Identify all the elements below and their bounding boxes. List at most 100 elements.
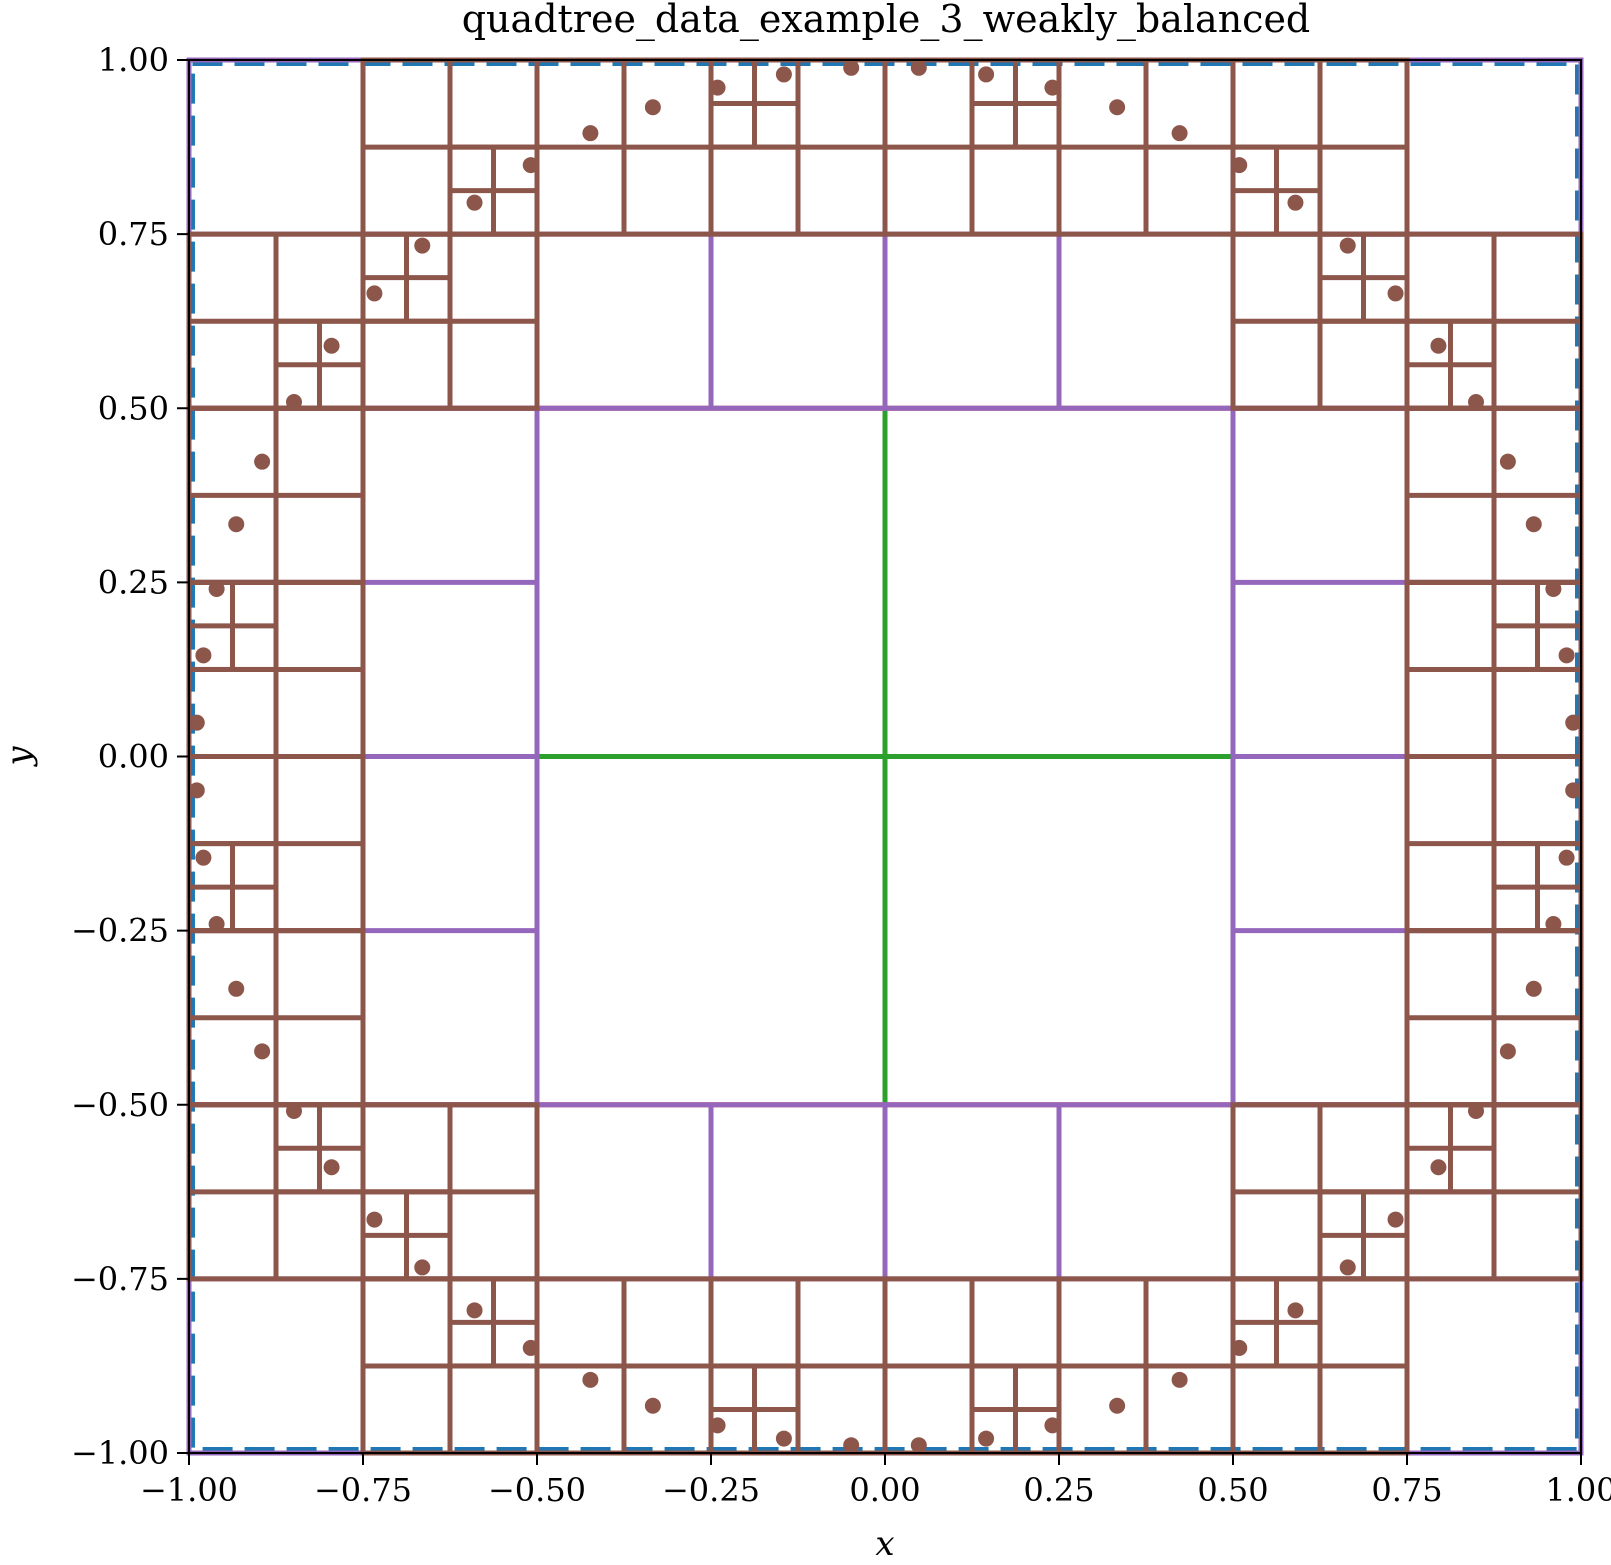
- data-point: [1565, 714, 1582, 731]
- cell-border-level-5: [447, 144, 540, 237]
- data-point: [1044, 79, 1061, 96]
- data-point: [1545, 916, 1562, 933]
- data-point: [1430, 337, 1447, 354]
- cell-border-level-5: [273, 1102, 366, 1195]
- data-point: [843, 59, 860, 76]
- data-point: [414, 237, 431, 254]
- data-point: [254, 453, 271, 470]
- cell-border-level-5: [1230, 144, 1323, 237]
- data-points: [188, 59, 1582, 1454]
- x-tick-label: 1.00: [1545, 1471, 1611, 1509]
- y-tick-label: −1.00: [71, 1434, 169, 1472]
- data-point: [1171, 125, 1188, 142]
- data-point: [775, 66, 792, 83]
- chart-title: quadtree_data_example_3_weakly_balanced: [462, 0, 1311, 42]
- data-point: [1558, 849, 1575, 866]
- data-point: [843, 1437, 860, 1454]
- y-tick-label: 0.00: [98, 738, 169, 776]
- y-tick-label: 0.50: [98, 389, 169, 427]
- cell-border-level-5: [447, 1276, 540, 1369]
- y-tick-label: −0.25: [71, 912, 169, 950]
- data-point: [1287, 1302, 1304, 1319]
- data-point: [522, 1339, 539, 1356]
- data-point: [709, 79, 726, 96]
- x-tick-label: −0.75: [314, 1471, 412, 1509]
- data-point: [775, 1430, 792, 1447]
- data-point: [208, 580, 225, 597]
- x-tick-label: −0.50: [488, 1471, 586, 1509]
- data-point: [1231, 157, 1248, 174]
- data-point: [285, 394, 302, 411]
- x-tick-label: −1.00: [140, 1471, 238, 1509]
- data-point: [1109, 99, 1126, 116]
- y-axis-label: y: [0, 746, 39, 768]
- x-tick-label: 0.50: [1197, 1471, 1268, 1509]
- y-tick-label: 0.75: [98, 215, 169, 253]
- data-point: [910, 1437, 927, 1454]
- data-point: [1387, 285, 1404, 302]
- data-point: [1171, 1371, 1188, 1388]
- y-tick-label: −0.50: [71, 1086, 169, 1124]
- data-point: [1339, 1259, 1356, 1276]
- x-tick-label: 0.00: [849, 1471, 920, 1509]
- data-point: [1545, 580, 1562, 597]
- data-point: [1525, 516, 1542, 533]
- data-point: [1339, 237, 1356, 254]
- y-tick-label: 0.25: [98, 563, 169, 601]
- data-point: [522, 157, 539, 174]
- cell-border-level-5: [360, 1189, 453, 1282]
- data-point: [366, 285, 383, 302]
- data-point: [414, 1259, 431, 1276]
- data-point: [644, 1397, 661, 1414]
- cell-border-level-5: [1317, 231, 1410, 324]
- data-point: [709, 1417, 726, 1434]
- data-point: [1231, 1339, 1248, 1356]
- data-point: [323, 337, 340, 354]
- y-axis-ticks: −1.00 −0.75 −0.50 −0.25 0.00 0.25 0.50 0.75 1.00: [71, 41, 189, 1472]
- data-point: [1468, 1102, 1485, 1119]
- cell-border-level-5: [1230, 1276, 1323, 1369]
- cell-border-level-5: [1404, 318, 1497, 411]
- data-point: [1499, 1043, 1516, 1060]
- data-point: [1044, 1417, 1061, 1434]
- data-point: [195, 647, 212, 664]
- data-point: [1565, 782, 1582, 799]
- x-tick-label: −0.25: [662, 1471, 760, 1509]
- x-tick-label: 0.25: [1023, 1471, 1094, 1509]
- data-point: [228, 516, 245, 533]
- y-tick-label: 1.00: [98, 41, 169, 79]
- cell-border-level-5: [1404, 1102, 1497, 1195]
- quadtree-cells: [186, 57, 1584, 1456]
- data-point: [1430, 1159, 1447, 1176]
- data-point: [1387, 1211, 1404, 1228]
- data-point: [1287, 194, 1304, 211]
- data-point: [978, 1430, 995, 1447]
- data-point: [644, 99, 661, 116]
- x-axis-label: x: [875, 1524, 894, 1564]
- data-point: [582, 1371, 599, 1388]
- data-point: [1109, 1397, 1126, 1414]
- data-point: [466, 194, 483, 211]
- y-tick-label: −0.75: [71, 1260, 169, 1298]
- data-point: [195, 849, 212, 866]
- x-tick-label: 0.75: [1371, 1471, 1442, 1509]
- cell-border-level-5: [360, 231, 453, 324]
- data-point: [188, 714, 205, 731]
- data-point: [1525, 980, 1542, 997]
- data-point: [466, 1302, 483, 1319]
- data-point: [208, 916, 225, 933]
- data-point: [582, 125, 599, 142]
- data-point: [254, 1043, 271, 1060]
- data-point: [1558, 647, 1575, 664]
- cell-border-level-5: [1317, 1189, 1410, 1282]
- data-point: [910, 59, 927, 76]
- data-point: [978, 66, 995, 83]
- data-point: [228, 980, 245, 997]
- x-axis-ticks: −1.00 −0.75 −0.50 −0.25 0.00 0.25 0.50 0.75 1.00: [140, 1453, 1611, 1509]
- data-point: [1468, 394, 1485, 411]
- cell-border-level-5: [273, 318, 366, 411]
- data-point: [1499, 453, 1516, 470]
- data-point: [188, 782, 205, 799]
- data-point: [366, 1211, 383, 1228]
